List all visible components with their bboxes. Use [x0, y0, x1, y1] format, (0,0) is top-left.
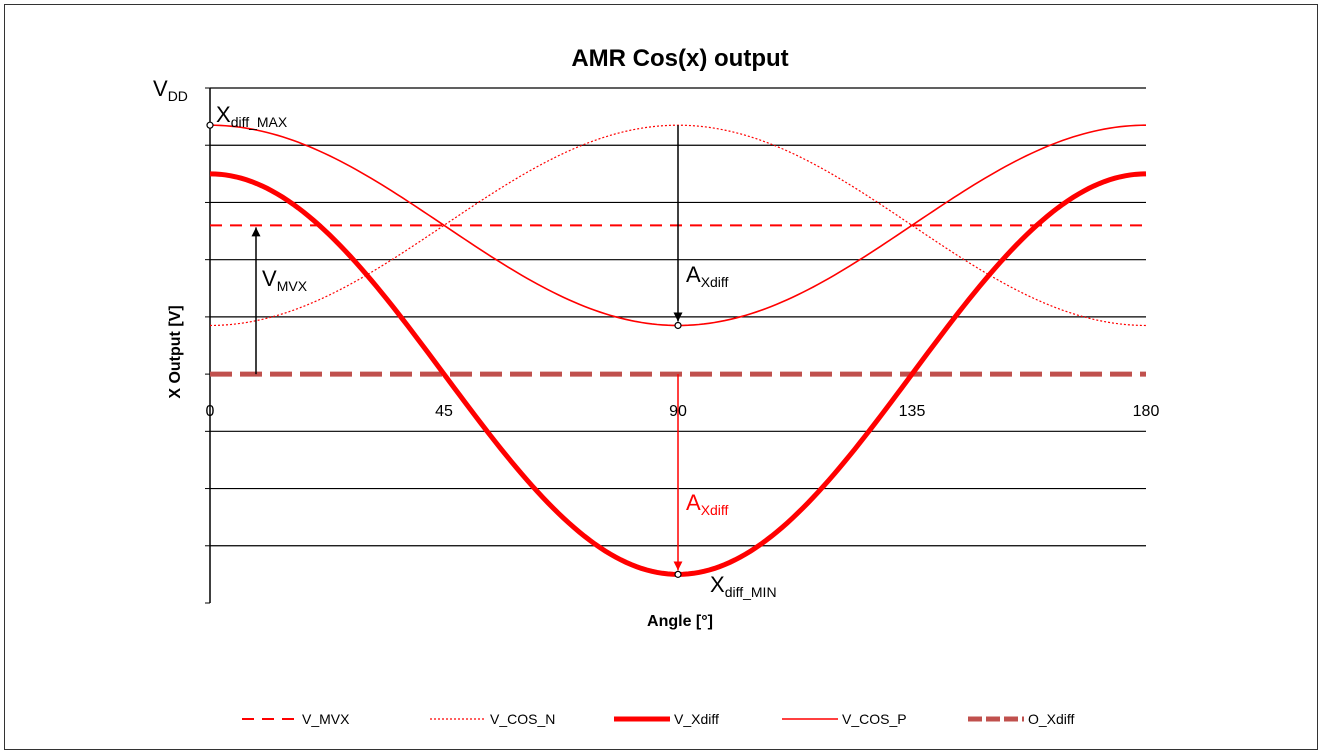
vdd-label-sub: DD: [168, 88, 188, 104]
x-tick-label: 45: [435, 403, 453, 420]
axdiff-lower-label-main: A: [686, 490, 701, 515]
y-axis-label: X Output [V]: [167, 305, 184, 398]
x-axis-label: Angle [°]: [647, 613, 713, 630]
legend-label: V_MVX: [302, 711, 350, 727]
chart-title: AMR Cos(x) output: [571, 45, 788, 72]
axdiff-upper-label: AXdiff: [686, 262, 729, 290]
xdiff-max-label-main: X: [216, 102, 231, 127]
gridlines: [210, 87, 1146, 547]
legend: V_MVX V_COS_N V_Xdiff V_COS_P O_Xdiff: [242, 711, 1075, 727]
xdiff-max-marker: [206, 121, 214, 129]
vdd-label: VDD: [153, 76, 188, 104]
axdiff-upper-label-sub: Xdiff: [701, 274, 729, 290]
axes: [205, 87, 211, 604]
vmvx-label-main: V: [262, 266, 277, 291]
axdiff-upper-label-main: A: [686, 262, 701, 287]
xdiff-max-label: Xdiff_MAX: [216, 102, 288, 130]
x-tick-label: 135: [899, 403, 926, 420]
legend-label: O_Xdiff: [1028, 711, 1075, 727]
xdiff-max-label-sub: diff_MAX: [231, 114, 288, 130]
x-tick-labels: 0 45 90 135 180: [206, 403, 1160, 420]
legend-label: V_COS_P: [842, 711, 907, 727]
legend-label: V_Xdiff: [674, 711, 719, 727]
vdd-label-main: V: [153, 76, 168, 101]
x-tick-label: 180: [1133, 403, 1160, 420]
cosp-min-marker: [674, 321, 682, 330]
axdiff-lower-label-sub: Xdiff: [701, 502, 729, 518]
chart-frame: [4, 4, 1318, 750]
vmvx-label-sub: MVX: [277, 278, 308, 294]
xdiff-min-label: Xdiff_MIN: [710, 572, 777, 600]
xdiff-min-marker: [674, 570, 682, 578]
legend-label: V_COS_N: [490, 711, 555, 727]
vmvx-label: VMVX: [262, 266, 308, 294]
axdiff-lower-label: AXdiff: [686, 490, 729, 518]
xdiff-min-label-main: X: [710, 572, 725, 597]
x-tick-label: 0: [206, 403, 215, 420]
x-tick-label: 90: [669, 403, 687, 420]
xdiff-min-label-sub: diff_MIN: [725, 584, 777, 600]
